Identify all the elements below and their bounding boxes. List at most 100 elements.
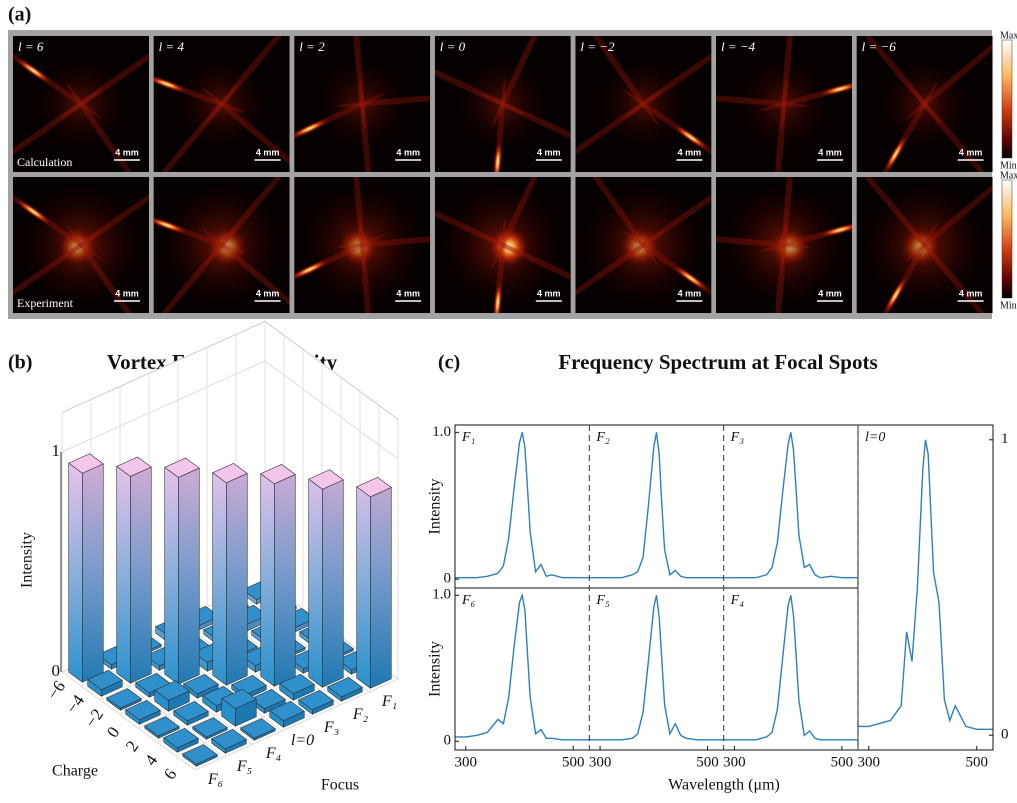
field-image: l = 0 4 mm xyxy=(434,36,571,172)
x-tick-label: 300 xyxy=(454,754,477,770)
bar-top xyxy=(116,456,152,477)
streak-bright xyxy=(15,57,52,84)
charge-label: l = −4 xyxy=(721,39,756,54)
streak-bright xyxy=(15,198,52,225)
bar xyxy=(164,457,200,685)
bar xyxy=(211,729,247,754)
bar-top xyxy=(221,688,257,709)
image-haze xyxy=(176,59,267,149)
bar xyxy=(182,744,218,767)
z-axis-label: Intensity xyxy=(19,532,36,588)
image-haze xyxy=(879,59,970,149)
bar-side xyxy=(226,472,248,686)
bar-side xyxy=(82,463,104,683)
bar-top xyxy=(173,701,209,722)
streak xyxy=(351,177,366,270)
streak-bright xyxy=(884,135,908,172)
bar-side xyxy=(130,466,152,684)
bar-top xyxy=(356,477,392,498)
bar-top xyxy=(183,674,219,695)
bar-top xyxy=(298,690,334,711)
image-core xyxy=(338,227,379,267)
panel-name: l=0 xyxy=(865,430,885,445)
charge-label: l = −2 xyxy=(580,39,615,54)
panel-name: F₄ xyxy=(730,593,745,608)
scale-bar-label: 4 mm xyxy=(678,288,702,298)
bar-front xyxy=(164,466,179,685)
panel-name: F₃ xyxy=(730,430,745,445)
field-image: 4 mm xyxy=(716,177,852,313)
focus-tick-label: F₂ xyxy=(352,706,369,723)
panel-name: F₅ xyxy=(595,593,610,608)
panel-name: F₂ xyxy=(595,430,610,445)
bar-top xyxy=(154,680,190,701)
streak xyxy=(492,36,552,127)
streak xyxy=(205,36,290,124)
panel-name: F₆ xyxy=(461,593,476,608)
scale-bar-label: 4 mm xyxy=(959,288,983,298)
colorbar xyxy=(1001,39,1013,159)
streak xyxy=(716,93,809,107)
field-image: l = 2 4 mm xyxy=(294,36,431,172)
bar-top xyxy=(269,700,305,721)
scale-bar-label: 4 mm xyxy=(115,147,139,157)
streak xyxy=(13,230,102,312)
scale-bar-label: 4 mm xyxy=(959,147,983,157)
panel-label: (c) xyxy=(438,352,460,374)
bar-top xyxy=(125,700,161,721)
focus-tick-label: l=0 xyxy=(291,732,314,749)
y-tick-label: 1.0 xyxy=(432,587,451,603)
focus-tick-label: F₃ xyxy=(323,719,339,736)
bar-side xyxy=(178,467,200,685)
streak-bright xyxy=(818,223,852,237)
image-haze xyxy=(598,59,689,149)
x-tick-label: 500 xyxy=(831,754,854,770)
y-tick-label: 0 xyxy=(444,571,452,587)
bar-top xyxy=(240,718,276,739)
bar xyxy=(298,690,334,715)
bar-front xyxy=(308,478,323,688)
spectrum-line xyxy=(858,439,993,730)
charge-tick-label: −6 xyxy=(43,677,69,703)
charge-tick-label: 4 xyxy=(141,751,162,769)
bar-top xyxy=(163,728,199,749)
streak xyxy=(908,84,993,172)
floor-grid xyxy=(194,678,399,771)
bar-side xyxy=(274,473,296,687)
field-image: 4 mm xyxy=(153,177,290,313)
bar-top xyxy=(279,673,315,694)
charge-tick-label: −2 xyxy=(81,705,107,731)
spectrum-line xyxy=(455,592,590,741)
field-image: 4 mm xyxy=(294,177,431,313)
colorbar-min: Min xyxy=(1000,300,1017,311)
streak xyxy=(351,36,366,129)
y2-tick-label: 0 xyxy=(1001,727,1009,743)
streak xyxy=(905,36,993,121)
streak xyxy=(66,83,148,172)
bar-top xyxy=(250,689,286,710)
charge-label: l = −6 xyxy=(862,39,897,54)
colorbar-max: Max xyxy=(1000,170,1017,181)
streak-bright xyxy=(672,265,710,292)
bar xyxy=(240,718,276,741)
charge-label: l = 0 xyxy=(440,39,466,54)
streak xyxy=(202,87,290,172)
scale-bar-label: 4 mm xyxy=(256,288,280,298)
bar-top xyxy=(260,464,296,485)
x-tick-label: 300 xyxy=(589,754,612,770)
bar xyxy=(260,464,296,687)
streak-bright xyxy=(884,276,908,313)
image-haze xyxy=(317,59,408,149)
streak xyxy=(480,93,571,153)
streak xyxy=(856,177,941,265)
z-tick-label: 0 xyxy=(52,661,61,680)
bar-top xyxy=(212,463,248,484)
x-tick-label: 500 xyxy=(696,754,719,770)
scale-bar-label: 4 mm xyxy=(818,288,842,298)
field-image: l = −2 4 mm xyxy=(575,36,712,172)
scale-bar-label: 4 mm xyxy=(396,147,420,157)
image-core xyxy=(770,227,810,267)
image-core xyxy=(619,227,660,267)
scale-bar-label: 4 mm xyxy=(396,288,420,298)
x-axis-label: Wavelength (μm) xyxy=(668,777,780,794)
